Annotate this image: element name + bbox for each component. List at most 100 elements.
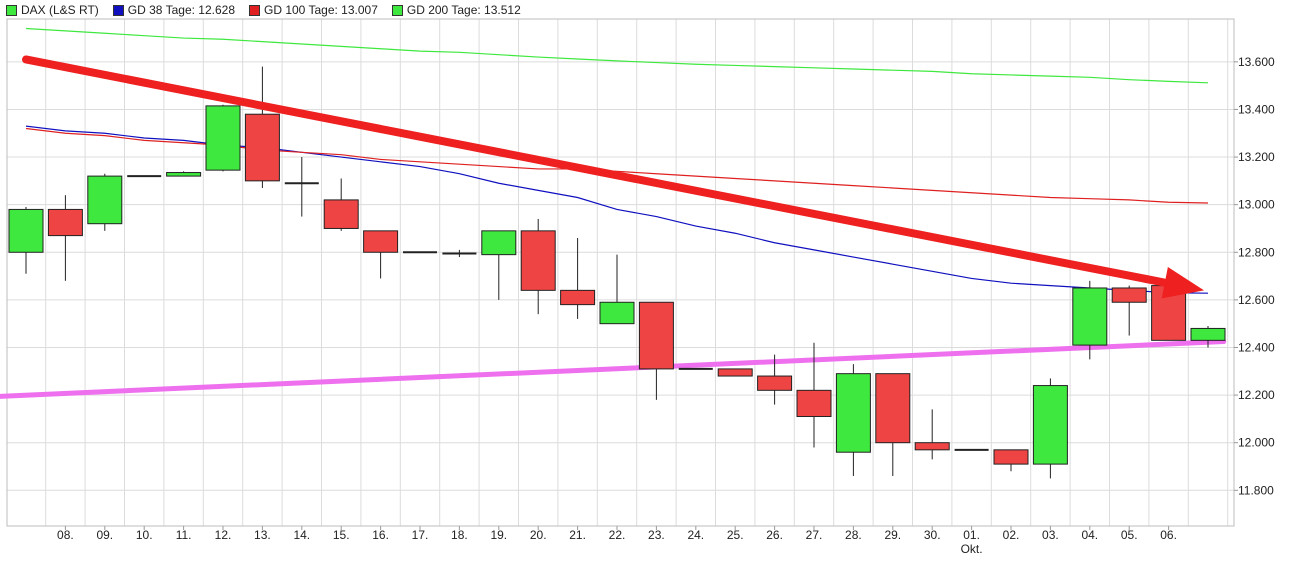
y-tick-label: 13.200 bbox=[1238, 150, 1275, 164]
x-tick-label: 29. bbox=[884, 528, 901, 542]
x-tick-label: 26. bbox=[766, 528, 783, 542]
candle bbox=[481, 230, 517, 300]
candle-body bbox=[8, 208, 44, 253]
x-tick-label: 09. bbox=[96, 528, 113, 542]
support-trendline bbox=[0, 339, 1227, 399]
candle bbox=[47, 195, 83, 281]
x-tick-label: 23. bbox=[648, 528, 665, 542]
legend-item-dax: DAX (L&S RT) bbox=[6, 3, 99, 17]
x-tick-label: 19. bbox=[490, 528, 507, 542]
y-tick-label: 11.800 bbox=[1238, 483, 1274, 497]
candle-body bbox=[757, 375, 793, 391]
candle-body bbox=[205, 105, 241, 171]
candle-body bbox=[796, 389, 832, 418]
plot-frame bbox=[6, 18, 1235, 527]
candle-body bbox=[47, 208, 83, 237]
candle-body bbox=[323, 199, 359, 229]
x-tick-label: 11. bbox=[176, 528, 192, 542]
y-tick-label: 13.400 bbox=[1238, 102, 1275, 116]
candle bbox=[875, 373, 911, 477]
candle-body bbox=[166, 172, 202, 177]
candle bbox=[914, 409, 950, 460]
x-tick-label: 27. bbox=[806, 528, 823, 542]
candle-body bbox=[599, 301, 635, 325]
candle bbox=[8, 207, 44, 274]
candle-body bbox=[87, 175, 123, 225]
candle-body bbox=[1072, 287, 1108, 346]
x-tick-label: 25. bbox=[727, 528, 744, 542]
candle bbox=[1032, 378, 1068, 479]
candle bbox=[560, 237, 596, 319]
candle-body bbox=[875, 373, 911, 444]
legend-item-gd200: GD 200 Tage: 13.512 bbox=[391, 3, 521, 17]
candle-body bbox=[1111, 287, 1147, 303]
candle bbox=[284, 157, 319, 217]
chart-grid bbox=[7, 19, 1234, 526]
legend-swatch-gd100 bbox=[249, 4, 260, 16]
y-tick-label: 13.600 bbox=[1238, 55, 1275, 69]
candle bbox=[757, 354, 793, 405]
candle-body bbox=[1032, 385, 1068, 465]
candle-body bbox=[914, 442, 950, 451]
x-tick-label: 04. bbox=[1081, 528, 1098, 542]
y-tick-label: 12.800 bbox=[1238, 245, 1275, 259]
x-tick-label: 02. bbox=[1003, 528, 1020, 542]
legend-swatch-gd38 bbox=[112, 4, 124, 16]
x-tick-label: 28. bbox=[845, 528, 862, 542]
x-tick-label: 24. bbox=[687, 528, 704, 542]
y-tick-label: 12.000 bbox=[1238, 436, 1275, 450]
x-month-label: Okt. bbox=[961, 542, 983, 556]
x-tick-label: 20. bbox=[530, 528, 547, 542]
candle bbox=[244, 66, 280, 188]
candle bbox=[442, 249, 477, 258]
legend-label-gd200: GD 200 Tage: 13.512 bbox=[406, 3, 521, 17]
candle bbox=[638, 301, 674, 400]
candle-body bbox=[835, 373, 871, 453]
legend-item-gd100: GD 100 Tage: 13.007 bbox=[249, 3, 378, 17]
candle bbox=[835, 364, 871, 477]
candle bbox=[520, 218, 556, 315]
y-axis: 11.800 12.000 12.200 12.400 12.600 12.800 13.0… bbox=[1234, 55, 1275, 497]
candles bbox=[8, 66, 1226, 479]
x-tick-label: 30. bbox=[924, 528, 941, 542]
x-tick-label: 17. bbox=[412, 528, 429, 542]
x-tick-label: 03. bbox=[1042, 528, 1059, 542]
legend-label-gd38: GD 38 Tage: 12.628 bbox=[127, 3, 235, 17]
candle bbox=[1111, 285, 1147, 336]
x-tick-label: 22. bbox=[609, 528, 626, 542]
candle-body bbox=[244, 113, 280, 182]
legend-label-gd100: GD 100 Tage: 13.007 bbox=[264, 3, 378, 17]
candle-body bbox=[363, 230, 399, 253]
legend-label-dax: DAX (L&S RT) bbox=[21, 3, 99, 17]
support-line bbox=[0, 339, 1227, 399]
candle-body bbox=[717, 368, 753, 377]
y-tick-label: 13.000 bbox=[1238, 198, 1275, 212]
x-tick-label: 18. bbox=[451, 528, 468, 542]
x-tick-label: 05. bbox=[1121, 528, 1138, 542]
x-tick-label: 16. bbox=[372, 528, 389, 542]
candle bbox=[993, 449, 1029, 472]
candle bbox=[1072, 280, 1108, 360]
chart-legend: DAX (L&S RT) GD 38 Tage: 12.628 GD 100 T… bbox=[6, 2, 535, 18]
x-tick-label: 21. bbox=[569, 528, 586, 542]
candle bbox=[205, 104, 241, 172]
x-tick-label: 13. bbox=[254, 528, 271, 542]
x-tick-label: 06. bbox=[1160, 528, 1177, 542]
trend-arrow-shaft bbox=[22, 55, 1169, 287]
y-tick-label: 12.600 bbox=[1238, 293, 1275, 307]
candle bbox=[599, 254, 635, 325]
candle-body bbox=[520, 230, 556, 291]
x-tick-label: 10. bbox=[136, 528, 153, 542]
candle-body bbox=[560, 289, 596, 306]
candle bbox=[363, 230, 399, 279]
x-tick-label: 12. bbox=[215, 528, 232, 542]
candle-body bbox=[1190, 327, 1226, 341]
trend-arrow-head bbox=[1161, 266, 1205, 299]
candle bbox=[87, 173, 123, 231]
candle bbox=[166, 171, 202, 177]
x-tick-label: 01. bbox=[963, 528, 980, 542]
y-tick-label: 12.200 bbox=[1238, 388, 1275, 402]
candle-body bbox=[481, 230, 517, 256]
candle-body bbox=[638, 301, 674, 370]
